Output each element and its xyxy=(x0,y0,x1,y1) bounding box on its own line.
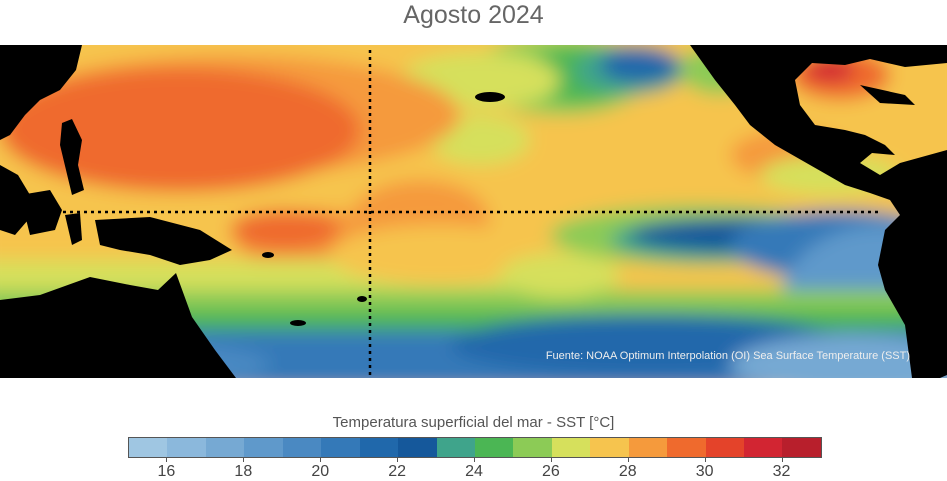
colorbar-tick xyxy=(781,457,783,462)
land-solomon xyxy=(262,252,274,258)
colorbar-tick-label: 26 xyxy=(541,463,560,480)
colorbar-tick-label: 30 xyxy=(695,463,714,480)
colorbar-tick-label: 24 xyxy=(465,463,483,480)
colorbar-bin xyxy=(359,438,399,457)
colorbar-bin xyxy=(782,438,821,457)
colorbar-tick xyxy=(474,457,475,462)
colorbar-bin xyxy=(513,438,552,457)
colorbar xyxy=(128,437,822,458)
land-new-caledonia xyxy=(290,320,306,326)
colorbar-bin xyxy=(474,438,514,457)
colorbar-ticks: 16 18 20 22 24 26 28 30 32 xyxy=(0,457,947,480)
colorbar-tick xyxy=(166,457,168,462)
colorbar-bin xyxy=(705,438,744,457)
colorbar-bin xyxy=(282,438,322,457)
colorbar-bin xyxy=(551,438,591,457)
land-sulawesi xyxy=(65,213,82,245)
colorbar-bin xyxy=(628,438,668,457)
colorbar-tick-label: 20 xyxy=(311,463,330,480)
land-cuba xyxy=(860,85,915,105)
colorbar-bin xyxy=(398,438,437,457)
colorbar-tick-label: 32 xyxy=(772,463,791,480)
colorbar-bin xyxy=(667,438,706,457)
land-masses xyxy=(0,45,947,378)
land-hawaii xyxy=(475,92,505,102)
colorbar-tick xyxy=(704,457,706,462)
sst-map xyxy=(0,45,947,378)
source-note: Fuente: NOAA Optimum Interpolation (OI) … xyxy=(545,350,910,362)
colorbar-bin xyxy=(244,438,283,457)
colorbar-bin xyxy=(321,438,360,457)
land-new-guinea xyxy=(95,217,232,265)
colorbar-bin xyxy=(590,438,629,457)
land-borneo xyxy=(20,190,62,235)
legend-title: Temperatura superficial del mar - SST [°… xyxy=(332,414,615,431)
colorbar-bin xyxy=(129,438,168,457)
colorbar-bin xyxy=(744,438,783,457)
colorbar-bin xyxy=(205,438,245,457)
land-asia xyxy=(0,45,82,140)
land-indochina xyxy=(0,165,30,235)
colorbar-tick xyxy=(397,457,399,462)
colorbar-bin xyxy=(436,438,475,457)
land-australia xyxy=(0,273,236,378)
colorbar-tick xyxy=(627,457,629,462)
colorbar-tick-label: 18 xyxy=(234,463,253,480)
colorbar-tick xyxy=(243,457,245,462)
colorbar-bin xyxy=(167,438,206,457)
map-title: Agosto 2024 xyxy=(403,1,544,29)
colorbar-tick-label: 28 xyxy=(618,463,637,480)
land-north-america xyxy=(690,45,947,378)
land-philippines xyxy=(60,119,84,195)
colorbar-tick xyxy=(550,457,552,462)
colorbar-tick-label: 22 xyxy=(388,463,406,480)
colorbar-tick-label: 16 xyxy=(157,463,176,480)
colorbar-tick xyxy=(320,457,322,462)
land-fiji xyxy=(357,296,367,302)
